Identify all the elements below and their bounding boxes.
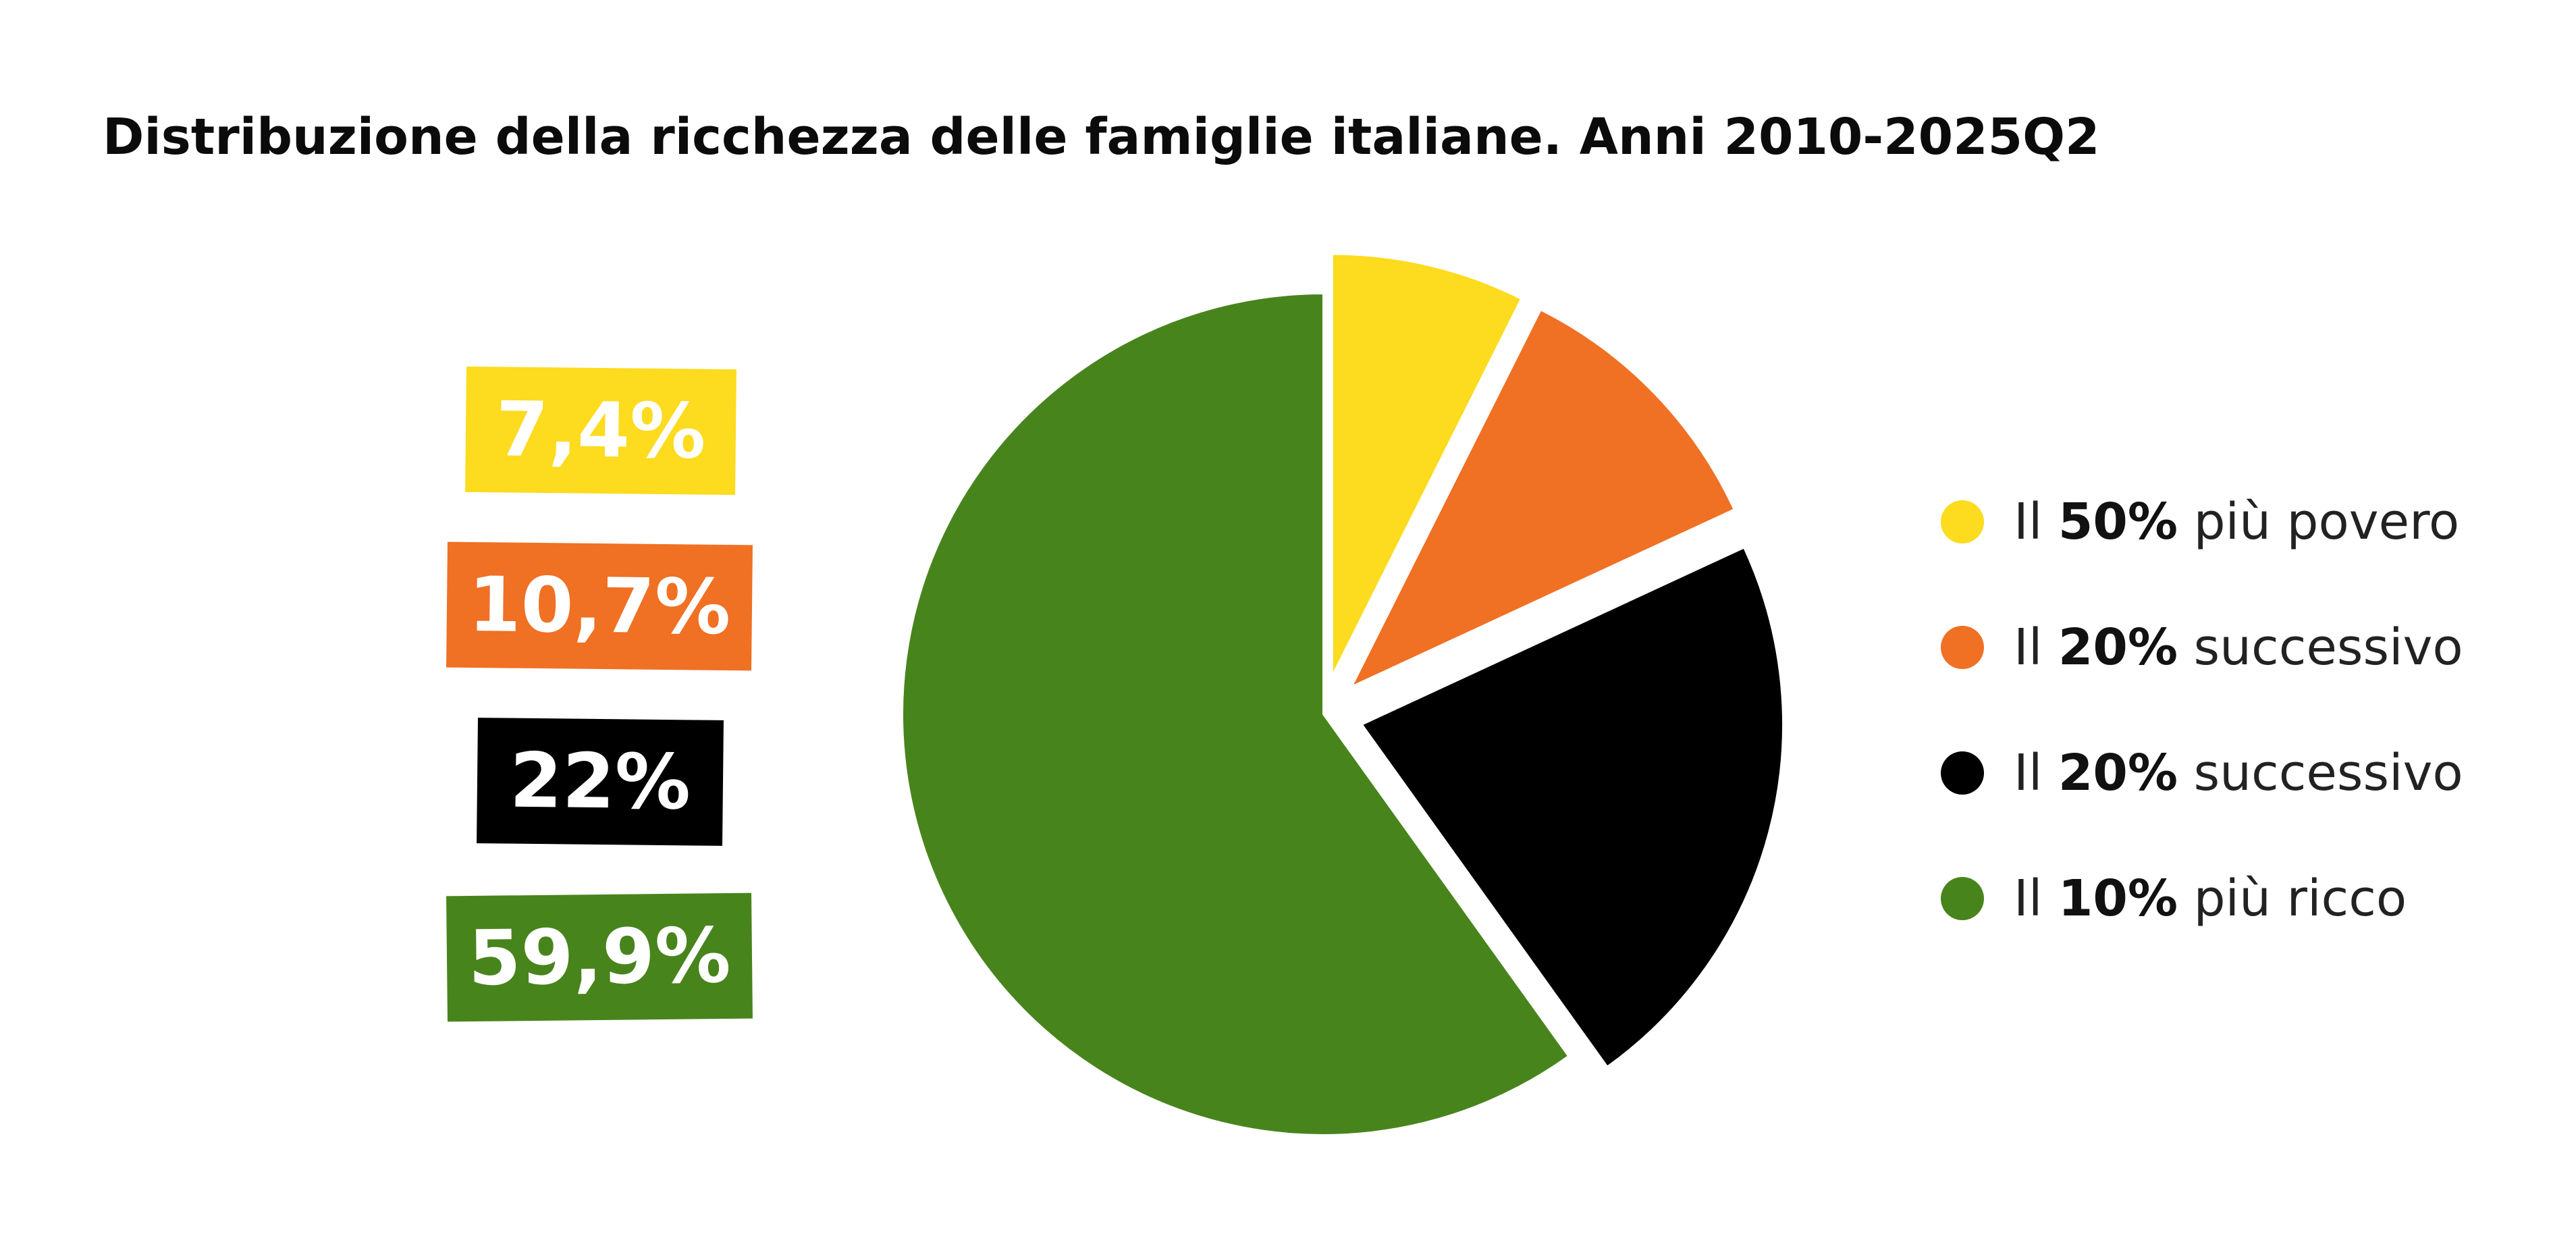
legend-item: Il 20% successivo	[1941, 585, 2463, 710]
legend: Il 50% più povero Il 20% successivo Il 2…	[1941, 459, 2463, 961]
legend-prefix: Il	[2014, 744, 2043, 802]
pie-slice-orange	[1350, 309, 1735, 688]
legend-suffix: successivo	[2193, 744, 2463, 802]
legend-item: Il 10% più ricco	[1941, 836, 2463, 961]
legend-suffix: successivo	[2193, 618, 2463, 676]
legend-suffix: più ricco	[2193, 870, 2407, 928]
legend-prefix: Il	[2014, 618, 2043, 676]
legend-prefix: Il	[2014, 870, 2043, 928]
legend-suffix: più povero	[2193, 493, 2460, 551]
legend-item: Il 50% più povero	[1941, 459, 2463, 585]
legend-prefix: Il	[2014, 493, 2043, 551]
chart-title: Distribuzione della ricchezza delle fami…	[103, 108, 2100, 166]
legend-bold: 20%	[2058, 618, 2178, 676]
legend-swatch	[1941, 626, 1984, 669]
legend-bold: 50%	[2058, 493, 2178, 551]
legend-swatch	[1941, 877, 1984, 920]
legend-swatch	[1941, 500, 1984, 543]
legend-swatch	[1941, 751, 1984, 795]
pie-slice-black	[1361, 547, 1784, 1067]
legend-bold: 20%	[2058, 744, 2178, 802]
legend-bold: 10%	[2058, 870, 2178, 928]
pie-slice-yellow	[1331, 253, 1522, 676]
legend-item: Il 20% successivo	[1941, 710, 2463, 836]
pie-slice-green	[902, 292, 1569, 1136]
